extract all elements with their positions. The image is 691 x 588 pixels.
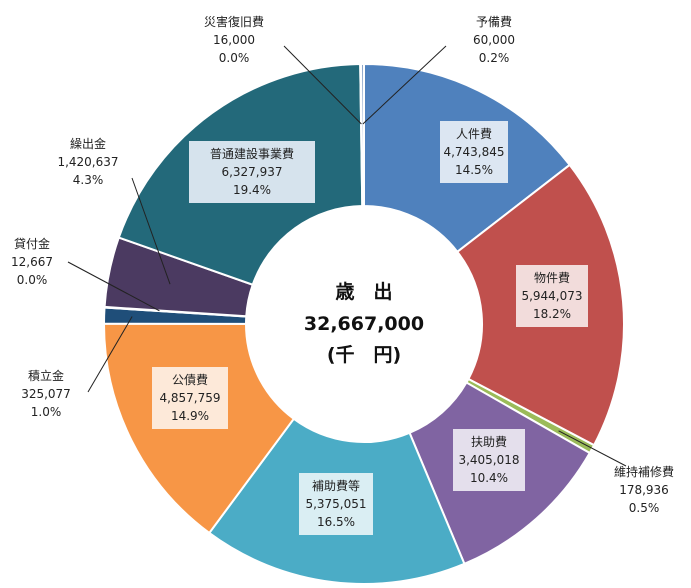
- slice-percent-1: 14.5%: [455, 163, 493, 177]
- slice-percent-8: 0.0%: [17, 273, 48, 287]
- slice-name-1: 人件費: [456, 126, 492, 141]
- slice-name-12: 予備費: [476, 14, 512, 29]
- label-box-1: [440, 121, 508, 183]
- slice-value-8: 12,667: [11, 255, 53, 269]
- slice-value-9: 1,420,637: [57, 155, 118, 169]
- label-box-2: [516, 265, 588, 327]
- donut-hole: [247, 207, 481, 441]
- center-title: 歳 出: [335, 280, 392, 303]
- slice-percent-11: 0.0%: [219, 51, 250, 65]
- slice-percent-9: 4.3%: [73, 173, 104, 187]
- label-box-6: [152, 367, 228, 429]
- slice-value-10: 6,327,937: [221, 165, 282, 179]
- slice-value-7: 325,077: [21, 387, 71, 401]
- slice-value-2: 5,944,073: [521, 289, 582, 303]
- slice-value-6: 4,857,759: [159, 391, 220, 405]
- slice-name-11: 災害復旧費: [204, 14, 264, 29]
- slice-name-9: 繰出金: [70, 136, 106, 151]
- leader-line-7: [87, 316, 133, 393]
- slice-name-10: 普通建設事業費: [210, 146, 294, 161]
- slice-name-8: 貸付金: [14, 236, 50, 251]
- slice-value-12: 60,000: [473, 33, 515, 47]
- slice-12: [359, 62, 365, 208]
- slice-percent-3: 0.5%: [629, 501, 660, 515]
- leader-line-11: [283, 45, 362, 125]
- slice-name-3: 維持補修費: [614, 464, 674, 479]
- label-box-4: [453, 429, 525, 491]
- center-unit: (千 円): [327, 344, 401, 366]
- slice-percent-10: 19.4%: [233, 183, 271, 197]
- slice-name-2: 物件費: [534, 270, 570, 285]
- label-box-10: [189, 141, 315, 203]
- slice-percent-4: 10.4%: [470, 471, 508, 485]
- slice-percent-5: 16.5%: [317, 515, 355, 529]
- slice-percent-6: 14.9%: [171, 409, 209, 423]
- slice-value-1: 4,743,845: [443, 145, 504, 159]
- slice-value-5: 5,375,051: [305, 497, 366, 511]
- leader-line-8: [67, 261, 160, 312]
- leader-lines: [67, 45, 627, 467]
- slice-name-5: 補助費等: [312, 478, 360, 493]
- center-label: 歳 出 32,667,000 (千 円): [304, 280, 424, 366]
- slice-name-4: 扶助費: [471, 434, 507, 449]
- slice-name-7: 積立金: [28, 368, 64, 383]
- leader-line-12: [362, 45, 447, 125]
- slice-value-3: 178,936: [619, 483, 669, 497]
- slice-labels: 人件費 4,743,845 14.5% 物件費 5,944,073 18.2% 維持補修費 1…: [11, 14, 674, 535]
- leader-line-9: [131, 177, 171, 285]
- slice-name-6: 公債費: [172, 372, 208, 387]
- slice-percent-2: 18.2%: [533, 307, 571, 321]
- slice-percent-12: 0.2%: [479, 51, 510, 65]
- slice-value-4: 3,405,018: [458, 453, 519, 467]
- center-total: 32,667,000: [304, 313, 424, 335]
- leader-line-3: [558, 430, 627, 467]
- slice-percent-7: 1.0%: [31, 405, 62, 419]
- label-box-5: [299, 473, 373, 535]
- slice-value-11: 16,000: [213, 33, 255, 47]
